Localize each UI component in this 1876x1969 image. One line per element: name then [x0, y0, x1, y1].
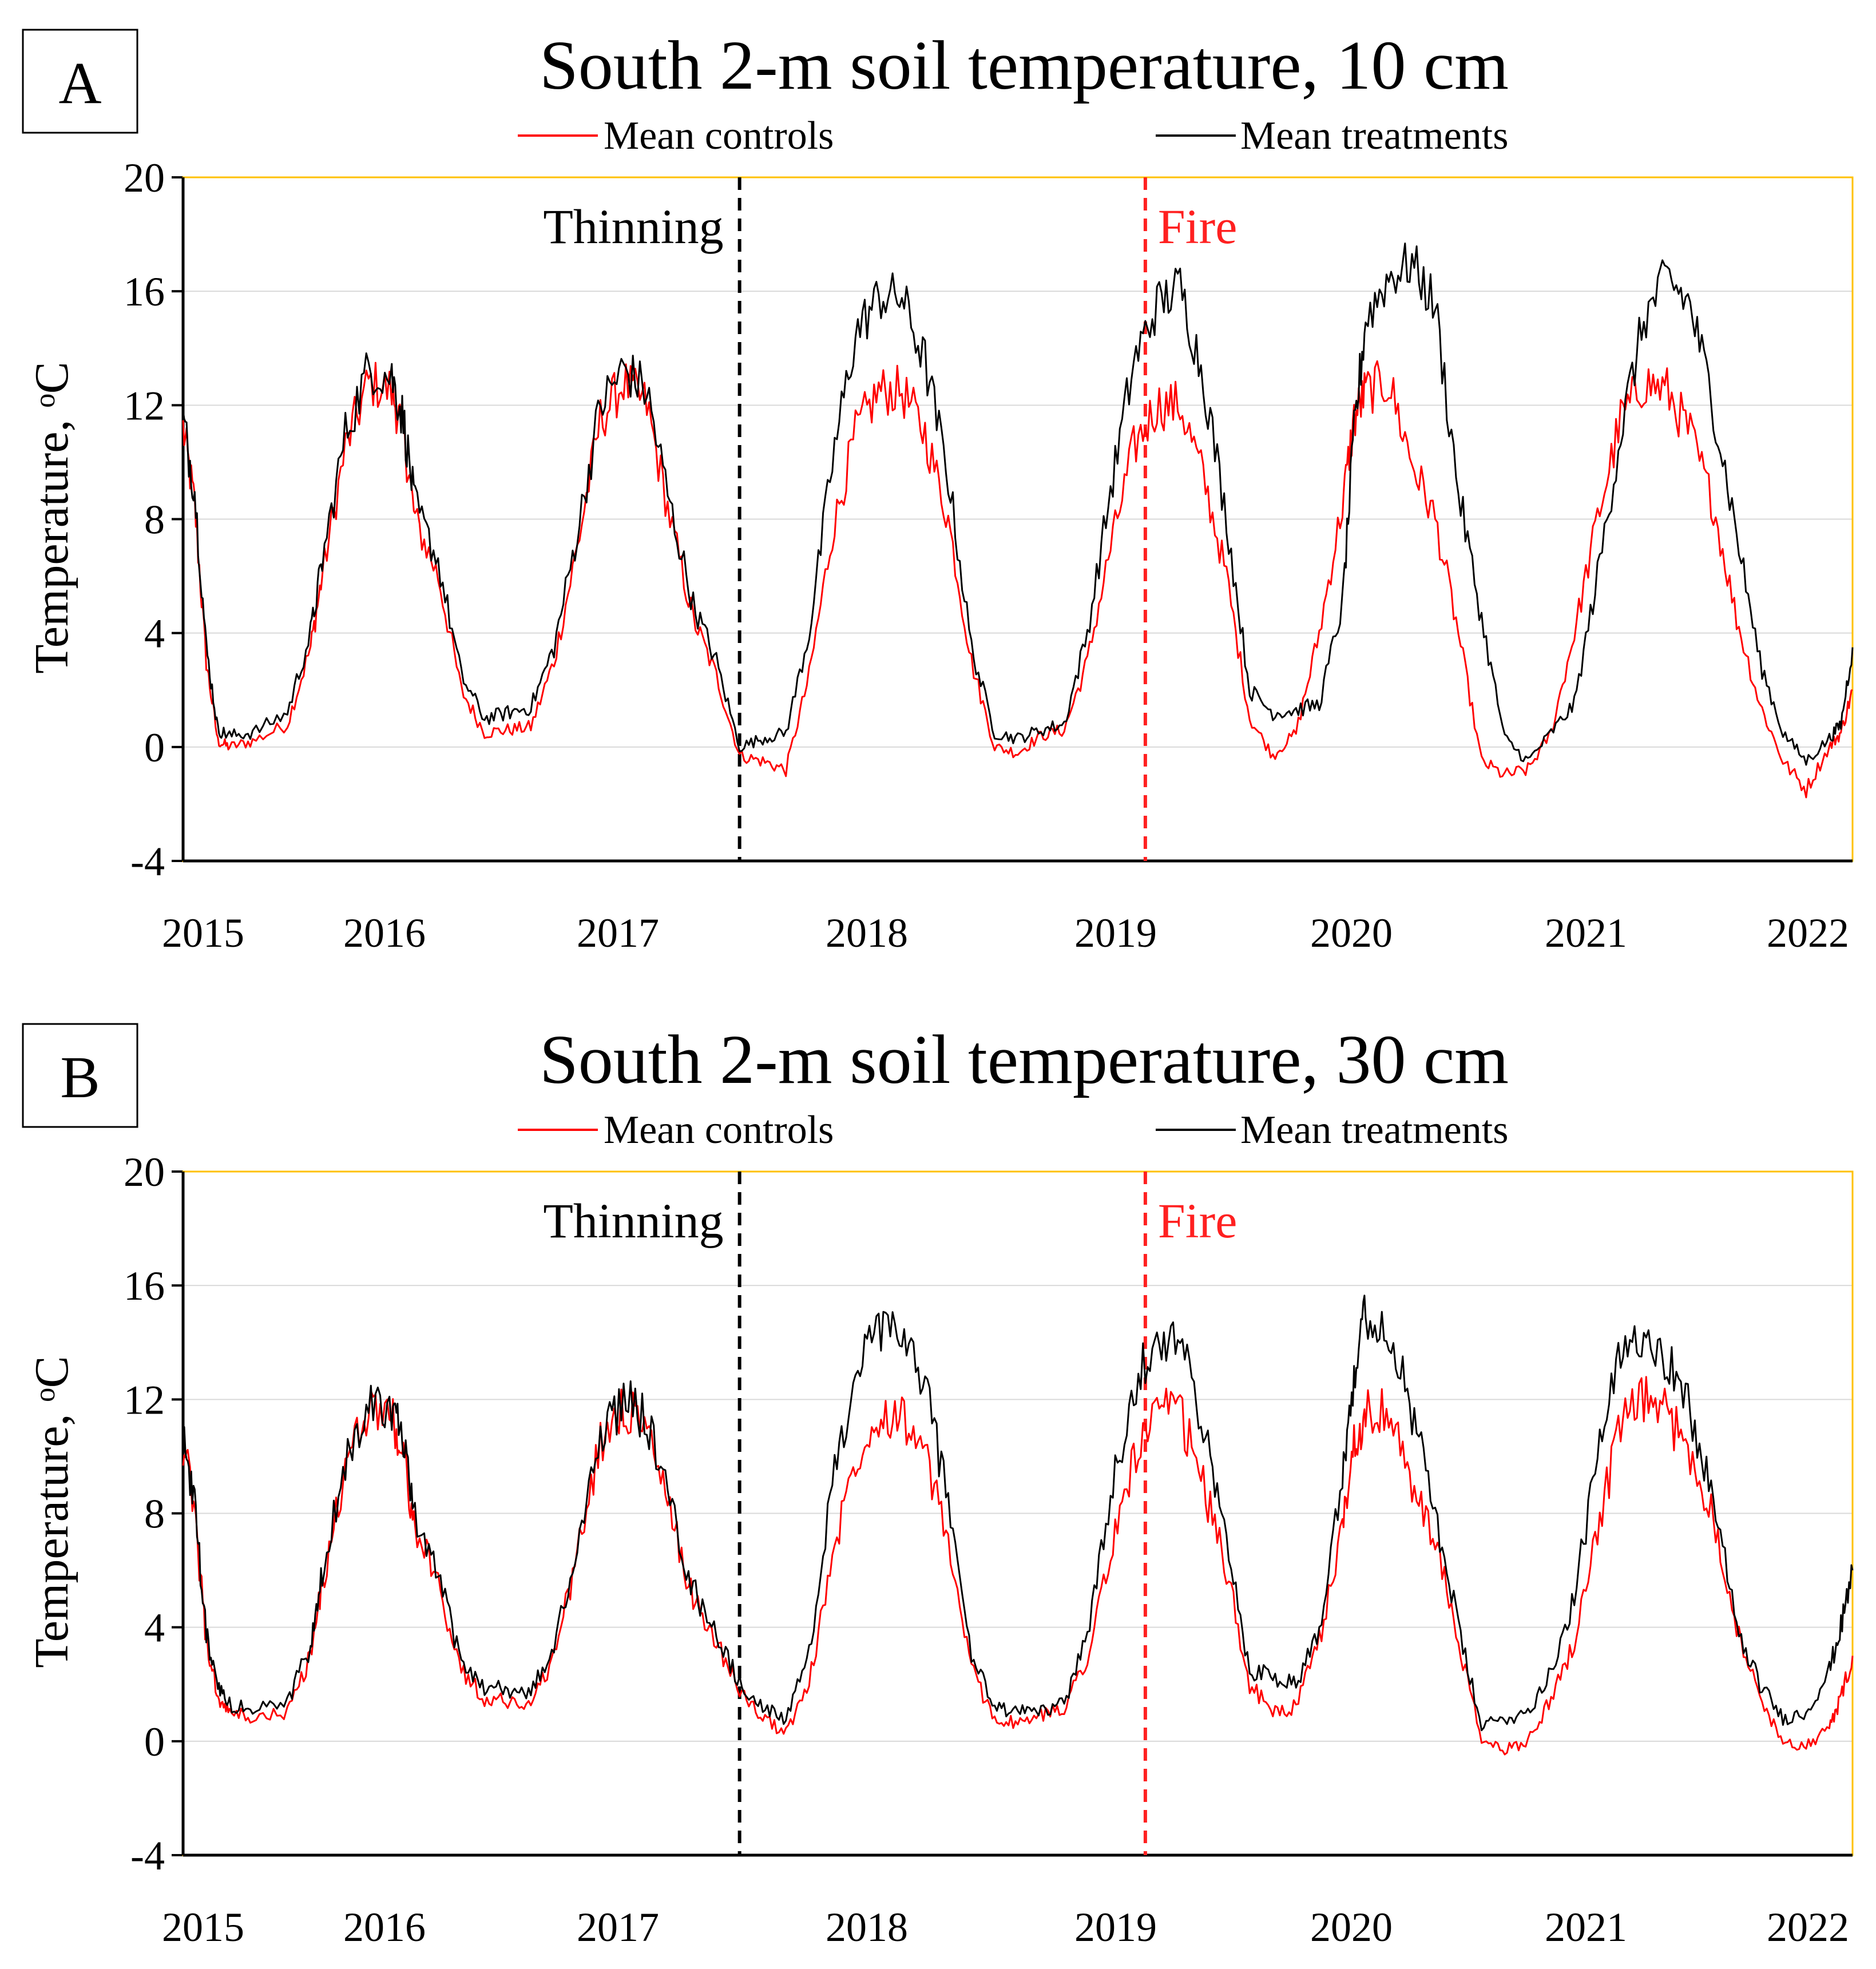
x-tick-labels: 2015 2016 2017 2018 2019 2020 2021 2022	[162, 910, 1849, 956]
y-tick-label: 4	[144, 611, 165, 657]
chart-title: South 2-m soil temperature, 30 cm	[540, 1021, 1509, 1098]
y-tick-label: -4	[130, 1833, 165, 1879]
panel-letter: B	[60, 1045, 100, 1110]
legend: Mean controls Mean treatments	[518, 1108, 1508, 1152]
y-tick-label: 16	[124, 269, 165, 315]
x-tick-label: 2018	[826, 1904, 908, 1950]
x-tick-label: 2016	[343, 910, 426, 956]
chart-title: South 2-m soil temperature, 10 cm	[540, 27, 1509, 104]
series-line-mean-treatments	[182, 1295, 1854, 1732]
y-tick-label: 16	[124, 1263, 165, 1309]
panel-letter-box	[22, 29, 138, 134]
x-tick-label: 2018	[826, 910, 908, 956]
x-tick-label: 2019	[1074, 1904, 1157, 1950]
legend-label-treatments: Mean treatments	[1240, 114, 1508, 158]
event-label-fire: Fire	[1158, 1193, 1238, 1248]
y-tick-labels: 20 16 12 8 4 0 -4	[124, 1149, 165, 1879]
x-tick-label: 2016	[343, 1904, 426, 1950]
x-tick-label: 2021	[1545, 910, 1627, 956]
event-label-fire: Fire	[1158, 199, 1238, 254]
y-tick-label: 4	[144, 1605, 165, 1651]
panel-letter: A	[58, 50, 101, 116]
legend-label-controls: Mean controls	[604, 114, 834, 158]
x-tick-label: 2022	[1767, 1904, 1849, 1950]
y-tick-label: 0	[144, 725, 165, 771]
x-tick-label: 2017	[577, 1904, 659, 1950]
y-tick-label: 0	[144, 1719, 165, 1765]
series-line-mean-controls	[182, 360, 1853, 799]
y-tick-label: 8	[144, 497, 165, 543]
panel-a: A South 2-m soil temperature, 10 cm Mean c…	[22, 27, 1854, 956]
y-tick-label: 12	[124, 383, 165, 428]
x-tick-label: 2020	[1310, 910, 1393, 956]
y-gridlines	[172, 1170, 1853, 1856]
y-axis-label: Temperature, ᵒC	[25, 362, 78, 673]
series-line-mean-controls	[182, 1376, 1854, 1756]
y-tick-label: -4	[130, 839, 165, 884]
x-tick-labels: 2015 2016 2017 2018 2019 2020 2021 2022	[162, 1904, 1849, 1950]
event-label-thinning: Thinning	[543, 199, 723, 254]
x-tick-label: 2020	[1310, 1904, 1393, 1950]
x-tick-label: 2015	[162, 910, 244, 956]
panel-letter-box	[22, 1023, 138, 1128]
x-tick-label: 2015	[162, 1904, 244, 1950]
y-tick-labels: 20 16 12 8 4 0 -4	[124, 155, 165, 884]
event-label-thinning: Thinning	[543, 1193, 723, 1248]
y-axis-label: Temperature, ᵒC	[25, 1356, 78, 1668]
panel-b: B South 2-m soil temperature, 30 cm Mean c…	[22, 1021, 1854, 1950]
series-line-mean-treatments	[182, 243, 1854, 766]
legend: Mean controls Mean treatments	[518, 114, 1508, 158]
y-tick-label: 20	[124, 155, 165, 201]
x-tick-label: 2021	[1545, 1904, 1627, 1950]
legend-label-treatments: Mean treatments	[1240, 1108, 1508, 1152]
y-tick-label: 8	[144, 1491, 165, 1537]
y-gridlines	[172, 176, 1853, 862]
x-tick-label: 2017	[577, 910, 659, 956]
x-tick-label: 2019	[1074, 910, 1157, 956]
y-tick-label: 20	[124, 1149, 165, 1195]
x-tick-label: 2022	[1767, 910, 1849, 956]
legend-label-controls: Mean controls	[604, 1108, 834, 1152]
y-tick-label: 12	[124, 1377, 165, 1423]
